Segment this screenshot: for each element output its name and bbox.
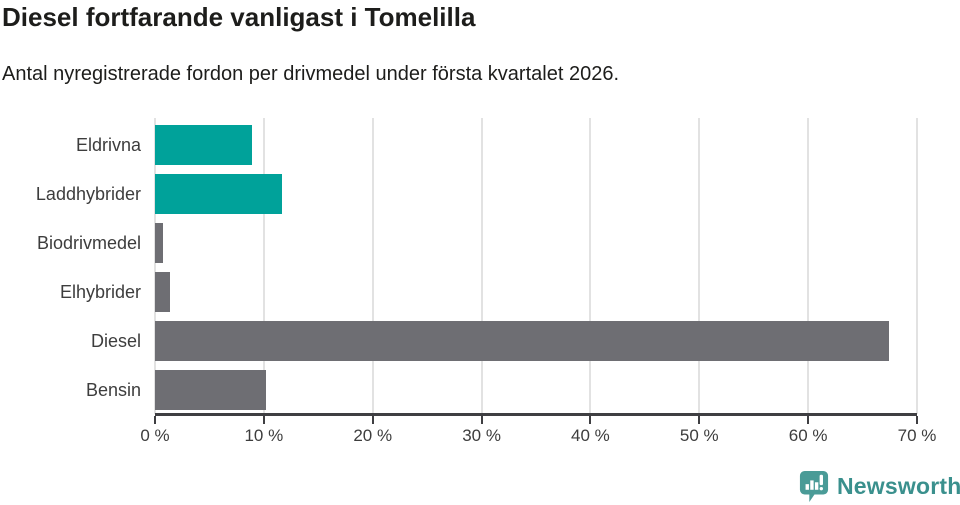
axis-tick-label: 10 % [244, 426, 284, 445]
axis-tick [262, 416, 265, 424]
gridline [916, 118, 918, 414]
newsworthy-wordmark: Newsworthy [837, 473, 960, 499]
axis-tick [480, 416, 483, 424]
gridline [371, 118, 374, 414]
axis-tick-label: 30 % [462, 426, 501, 445]
axis-tick-label: 40 % [571, 426, 610, 445]
axis-tick-label: 20 % [353, 426, 393, 445]
axis-tick [916, 416, 918, 424]
bar-diesel [155, 321, 889, 361]
category-label: Diesel [90, 331, 141, 351]
gridline [154, 118, 156, 414]
bar-bensin [155, 370, 267, 410]
newsworthy-bubble-chart-icon [799, 470, 829, 503]
axis-tick [371, 416, 374, 424]
axis-tick-label: 60 % [788, 426, 828, 445]
axis-tick [807, 416, 810, 424]
bar-elhybrider [155, 272, 171, 312]
x-axis-line [155, 413, 917, 416]
category-label: Bensin [85, 380, 141, 400]
chart-subtitle: Antal nyregistrerade fordon per drivmede… [2, 63, 620, 85]
category-label: Elhybrider [59, 282, 141, 302]
gridline [589, 118, 592, 414]
axis-tick-label: 50 % [679, 426, 719, 445]
category-label: Biodrivmedel [36, 233, 141, 253]
axis-tick [154, 416, 156, 424]
axis-tick [589, 416, 592, 424]
gridline [480, 118, 483, 414]
gridline [807, 118, 810, 414]
category-label: Eldrivna [75, 135, 141, 155]
axis-tick [698, 416, 701, 424]
axis-tick-label: 0 % [140, 426, 170, 445]
gridline [698, 118, 701, 414]
chart-title: Diesel fortfarande vanligast i Tomelilla [2, 2, 476, 32]
bar-biodrivmedel [155, 223, 163, 263]
bar-eldrivna [155, 125, 252, 165]
category-labels: Eldrivna Laddhybrider Biodrivmedel Elhybrid… [0, 118, 141, 414]
bar-laddhybrider [155, 174, 283, 214]
x-axis: 0 % 10 % 20 % 30 % 40 % 50 % 60 % 70 % [140, 413, 936, 458]
category-label: Laddhybrider [35, 184, 141, 204]
gridline [262, 118, 265, 414]
newsworthy-logo: Newsworthy [799, 470, 960, 503]
plot-area [154, 118, 918, 414]
axis-tick-label: 70 % [897, 426, 937, 445]
